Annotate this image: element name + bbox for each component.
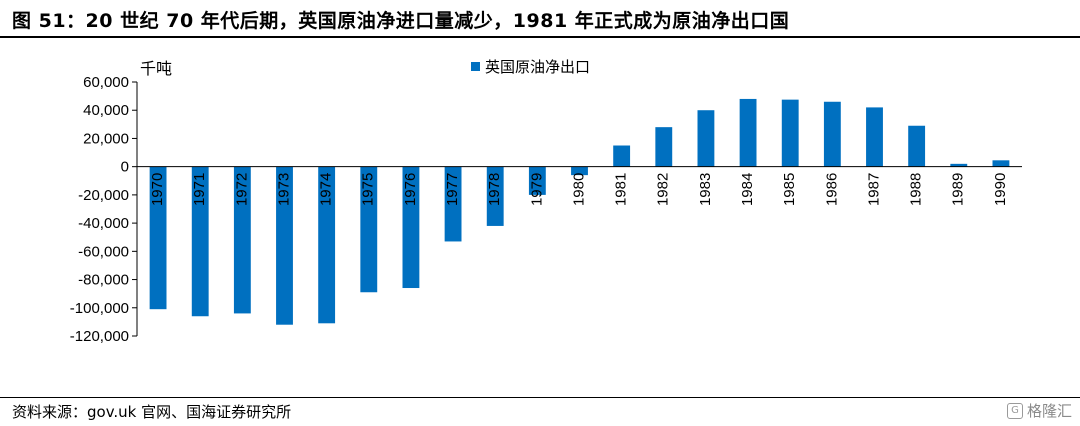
x-tick-label: 1975 <box>360 173 377 206</box>
y-tick-label: -20,000 <box>78 187 129 204</box>
source-rule <box>0 397 1080 398</box>
bar-1981 <box>613 145 631 167</box>
bar-1987 <box>866 107 883 167</box>
watermark-text: 格隆汇 <box>1026 402 1072 420</box>
bar-1978 <box>486 166 504 226</box>
y-tick-label: -120,000 <box>70 328 129 345</box>
chart-container: 60,000 40,000 20,000 0 -20,000 -40,000 -60,000… <box>0 40 1080 390</box>
title-rule <box>0 36 1080 38</box>
x-tick-label: 1981 <box>613 173 630 206</box>
x-tick-label: 1986 <box>823 173 840 206</box>
bar-1989 <box>950 163 968 167</box>
source-note: 资料来源：gov.uk 官网、国海证券研究所 <box>12 403 292 421</box>
bar-1986 <box>823 101 841 167</box>
x-tick-label: 1990 <box>992 173 1009 206</box>
watermark: G 格隆汇 <box>1006 400 1072 421</box>
y-unit-label: 千吨 <box>140 60 172 78</box>
legend-label: 英国原油净出口 <box>485 58 590 76</box>
bar-chart: 60,000 40,000 20,000 0 -20,000 -40,000 -60,000… <box>70 58 1022 345</box>
bar-1973 <box>276 166 293 325</box>
y-tick-label: 20,000 <box>83 130 129 147</box>
y-tick-label: 0 <box>121 159 129 176</box>
bar-1972 <box>233 166 251 314</box>
x-tick-label: 1972 <box>233 173 250 206</box>
x-tick-label: 1987 <box>865 173 882 206</box>
x-tick-label: 1985 <box>781 173 798 206</box>
y-tick-label: 40,000 <box>83 102 129 119</box>
x-tick-label: 1989 <box>950 173 967 206</box>
x-tick-label: 1973 <box>275 173 292 206</box>
bar-1974 <box>318 166 336 324</box>
y-tick-label: 60,000 <box>83 74 129 91</box>
y-tick-label: -100,000 <box>70 300 129 317</box>
bar-1984 <box>739 98 757 167</box>
x-tick-label: 1979 <box>528 173 545 206</box>
x-tick-label: 1977 <box>444 173 461 206</box>
bar-1979 <box>528 166 546 195</box>
x-tick-label: 1980 <box>570 173 587 206</box>
bar-1977 <box>444 166 462 242</box>
x-tick-label: 1984 <box>739 173 756 206</box>
x-tick-label: 1983 <box>697 173 714 206</box>
y-tick-label: -40,000 <box>78 215 129 232</box>
x-tick-label: 1976 <box>402 173 419 206</box>
x-tick-label: 1974 <box>318 173 335 206</box>
figure-header: 图 51：20 世纪 70 年代后期，英国原油净进口量减少，1981 年正式成为… <box>0 0 1080 40</box>
bar-1971 <box>191 166 209 317</box>
bar-1983 <box>697 110 715 167</box>
glh-logo-icon: G <box>1006 402 1023 419</box>
x-tick-label: 1971 <box>191 173 208 206</box>
bar-1988 <box>908 125 926 167</box>
bar-1975 <box>360 166 378 293</box>
bar-1976 <box>402 166 420 289</box>
x-tick-label: 1988 <box>908 173 925 206</box>
legend-swatch <box>471 62 480 71</box>
bar-1985 <box>781 99 799 167</box>
y-tick-label: -80,000 <box>78 272 129 289</box>
x-tick-label: 1978 <box>486 173 503 206</box>
x-tick-label: 1970 <box>149 173 166 206</box>
x-tick-label: 1982 <box>655 173 672 206</box>
figure-title: 图 51：20 世纪 70 年代后期，英国原油净进口量减少，1981 年正式成为… <box>12 10 790 32</box>
bar-1982 <box>655 127 673 167</box>
bar-1970 <box>149 166 167 310</box>
bar-1980 <box>571 166 588 176</box>
y-tick-label: -60,000 <box>78 243 129 260</box>
bar-1990 <box>992 160 1010 167</box>
